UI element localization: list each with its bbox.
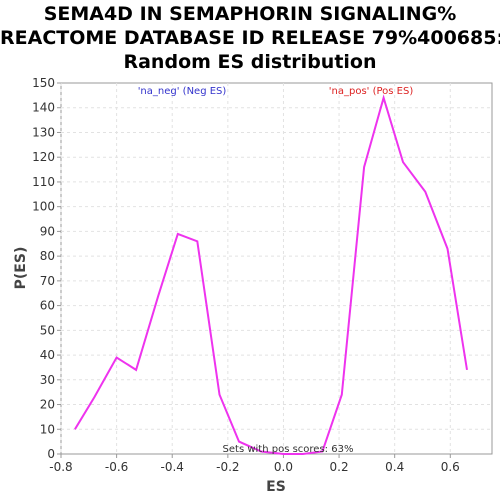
x-axis-ticks: -0.8 -0.6 -0.4 -0.2 0.0 0.2 0.4 0.6 [49,454,460,474]
x-tick-label: 0.4 [385,460,404,474]
y-tick-label: 150 [32,76,55,90]
annotation-pos: 'na_pos' (Pos ES) [329,86,414,97]
y-axis-label: P(ES) [13,247,29,290]
series-line [74,94,468,455]
y-tick-label: 90 [40,224,55,238]
title-line-1: SEMA4D IN SEMAPHORIN SIGNALING% [43,3,457,25]
x-tick-label: -0.8 [49,460,72,474]
x-axis-label: ES [266,479,286,495]
y-tick-label: 110 [32,175,55,189]
plot-area [60,82,493,455]
grid-lines [60,83,492,454]
y-tick-label: 140 [32,101,55,115]
y-tick-label: 0 [47,447,55,461]
x-tick-label: -0.4 [161,460,184,474]
chart-title: SEMA4D IN SEMAPHORIN SIGNALING% REACTOME… [0,2,500,74]
y-tick-label: 130 [32,125,55,139]
y-tick-label: 30 [40,373,55,387]
y-tick-label: 60 [40,299,55,313]
annotation-neg: 'na_neg' (Neg ES) [138,86,227,97]
annotation-footer: Sets with pos scores: 63% [223,444,354,455]
y-tick-label: 100 [32,200,55,214]
y-tick-label: 10 [40,422,55,436]
y-tick-label: 120 [32,150,55,164]
y-tick-label: 70 [40,274,55,288]
y-axis-ticks: 0 10 20 30 40 50 60 70 80 90 100 110 120 130 140 150 [32,76,61,461]
title-line-3: Random ES distribution [123,51,377,73]
x-tick-label: -0.2 [216,460,239,474]
y-tick-label: 50 [40,323,55,337]
title-line-2: REACTOME DATABASE ID RELEASE 79%400685: [0,27,500,49]
x-tick-label: 0.2 [330,460,349,474]
y-tick-label: 40 [40,348,55,362]
y-tick-label: 80 [40,249,55,263]
x-tick-label: -0.6 [105,460,128,474]
x-tick-label: 0.0 [274,460,293,474]
y-tick-label: 20 [40,398,55,412]
x-tick-label: 0.6 [441,460,460,474]
